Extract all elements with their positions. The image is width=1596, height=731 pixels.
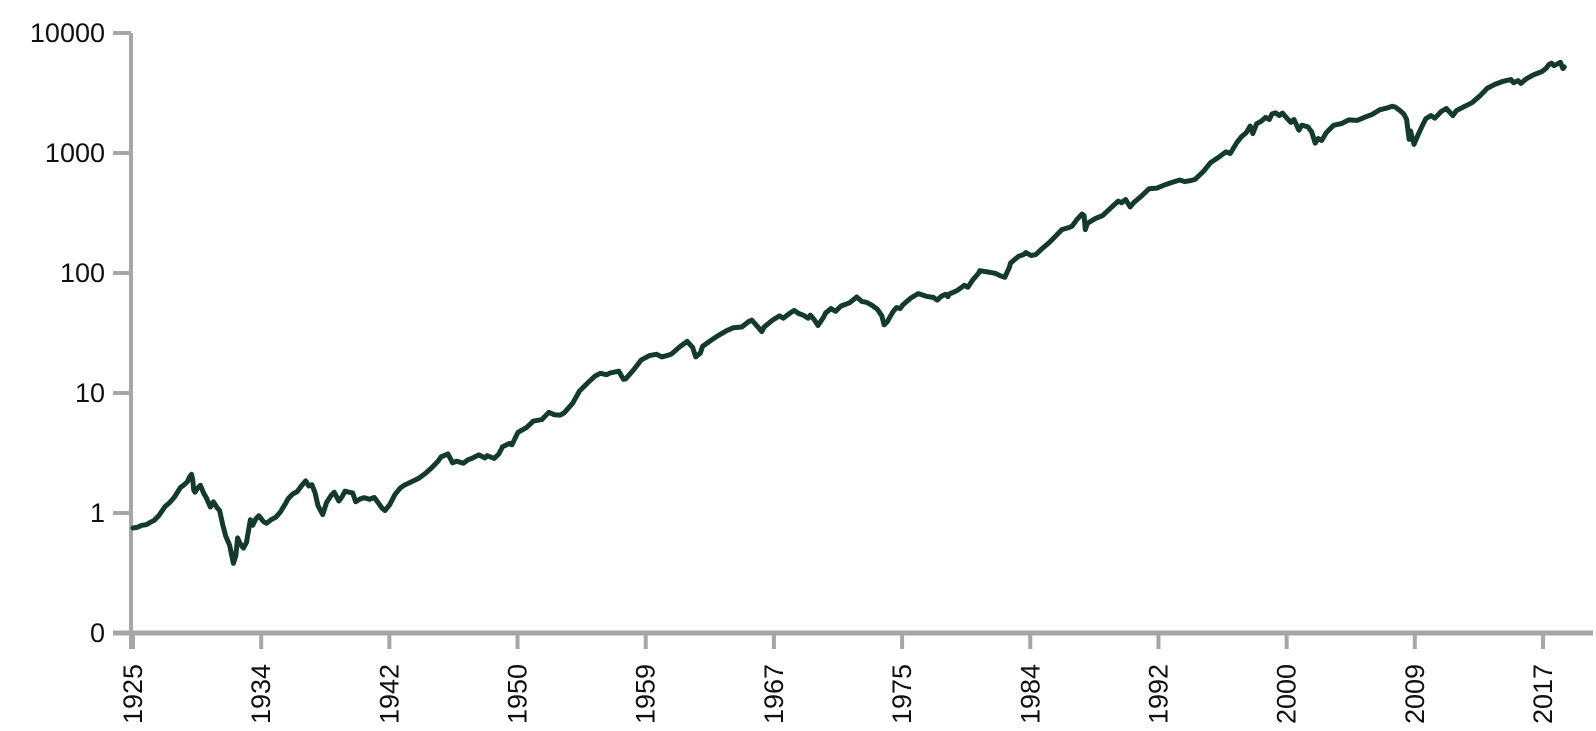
data-line-index-growth-of-wealth [130, 59, 1567, 566]
x-tick-label: 2000 [1272, 664, 1302, 724]
y-tick-label: 10 [75, 378, 105, 408]
y-tick-label: 10000 [30, 18, 105, 48]
x-tick-label: 1984 [1015, 664, 1045, 724]
x-tick-label: 1934 [246, 664, 276, 724]
y-tick-label: 0 [90, 618, 105, 648]
x-tick-label: 1950 [503, 664, 533, 724]
y-tick-label: 1 [90, 498, 105, 528]
y-tick-label: 1000 [45, 138, 105, 168]
x-tick-label: 1925 [118, 664, 148, 724]
x-tick-label: 1992 [1143, 664, 1173, 724]
x-tick-label: 1967 [759, 664, 789, 724]
x-tick-label: 2009 [1400, 664, 1430, 724]
x-tick-label: 1975 [887, 664, 917, 724]
x-axis: 1925 1934 1942 1950 1959 1967 1975 1984 1992 2000… [113, 630, 1593, 724]
y-tick-label: 100 [60, 258, 105, 288]
x-tick-label: 2017 [1528, 664, 1558, 724]
plot-area [130, 59, 1567, 566]
x-tick-label: 1942 [374, 664, 404, 724]
x-tick-label: 1959 [631, 664, 661, 724]
